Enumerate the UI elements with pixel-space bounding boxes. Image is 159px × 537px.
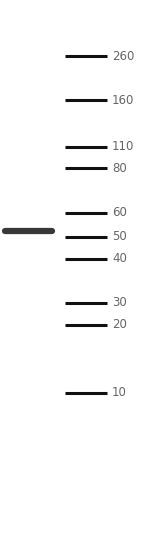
Text: 80: 80 xyxy=(112,162,127,175)
Text: 20: 20 xyxy=(112,318,127,331)
Text: 160: 160 xyxy=(112,93,134,106)
Text: 50: 50 xyxy=(112,230,127,243)
Text: 110: 110 xyxy=(112,141,134,154)
Text: 260: 260 xyxy=(112,49,134,62)
Text: 30: 30 xyxy=(112,296,127,309)
Text: 40: 40 xyxy=(112,252,127,265)
Text: 10: 10 xyxy=(112,387,127,400)
Text: 60: 60 xyxy=(112,207,127,220)
